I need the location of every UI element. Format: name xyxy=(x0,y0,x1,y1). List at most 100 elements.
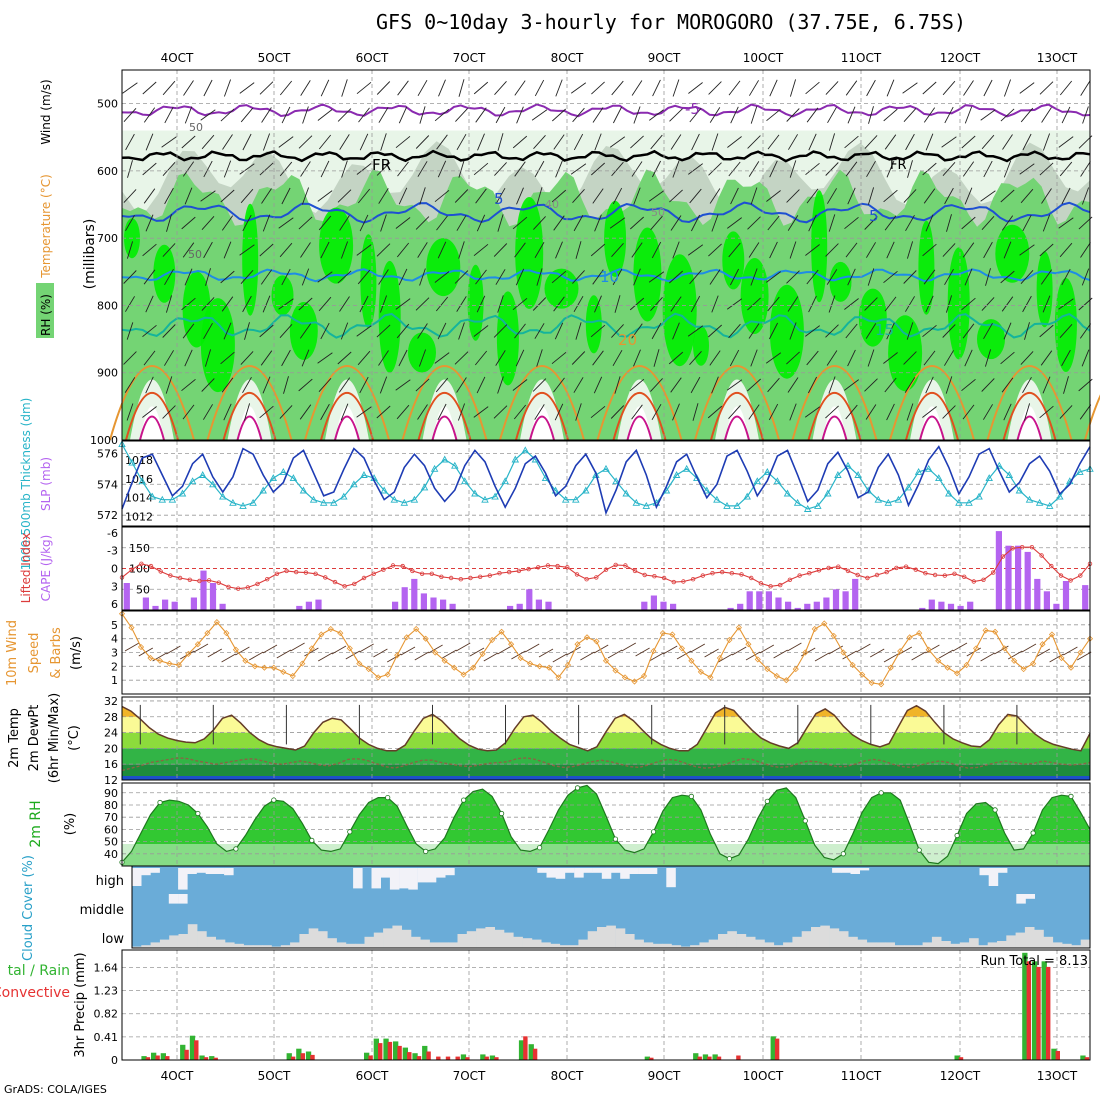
precip-convective-bar xyxy=(436,1056,441,1060)
cloud-cell-low xyxy=(1034,929,1044,948)
wind-barb xyxy=(729,349,740,367)
wind-barb xyxy=(456,377,467,393)
li-point xyxy=(1020,545,1025,550)
wind-speed-point xyxy=(878,681,885,688)
wind-barb xyxy=(767,134,780,150)
cloud-cell-low xyxy=(690,945,700,948)
wind-barb xyxy=(283,376,289,394)
rh-tick: 80 xyxy=(104,799,118,812)
wind-barb xyxy=(142,162,157,176)
wind-barb xyxy=(1001,215,1014,231)
precip-tick: 1.64 xyxy=(94,961,119,974)
li-point xyxy=(235,586,241,591)
top-date-tick: 6OCT xyxy=(356,51,389,65)
surface-wind-barb xyxy=(635,647,650,657)
wind-barb xyxy=(162,80,176,96)
wind-barb xyxy=(983,322,993,340)
wind-barb xyxy=(766,271,781,283)
cloud-cell-high xyxy=(380,868,391,878)
li-tick: 3 xyxy=(111,580,118,593)
cloud-cell-low xyxy=(448,942,458,948)
wind-barb xyxy=(944,187,954,205)
wind-barb xyxy=(748,404,760,420)
li-point xyxy=(971,579,976,584)
rh-bright-patch xyxy=(811,190,828,303)
wind-barb xyxy=(631,323,643,339)
cloud-level-label: middle xyxy=(80,903,124,918)
cloud-cell-low xyxy=(1015,932,1026,948)
wind-barb xyxy=(614,376,621,394)
wind-barb xyxy=(983,404,993,420)
temp-axis-label: (°C) xyxy=(67,725,82,751)
wind-barb xyxy=(162,324,176,338)
top-date-tick: 7OCT xyxy=(453,51,486,65)
wind-barb xyxy=(181,378,196,392)
wind-barb xyxy=(203,404,213,420)
wind-speed-point xyxy=(137,643,145,651)
wind-barb xyxy=(415,135,430,149)
top-date-tick: 5OCT xyxy=(258,51,291,65)
wind-barb xyxy=(123,107,137,123)
rh-low-band xyxy=(122,844,1090,866)
wind-barb xyxy=(805,162,820,176)
cape-bar xyxy=(1082,585,1089,610)
wind-barb xyxy=(398,106,408,124)
cloud-cell-low xyxy=(355,943,365,948)
cloud-cell-high xyxy=(178,868,188,890)
contour-10 xyxy=(121,268,1091,283)
rh-point xyxy=(764,798,770,804)
thickness-point xyxy=(188,477,197,485)
wind-barb xyxy=(808,133,817,151)
rh-bright-patch xyxy=(289,302,318,360)
wind-barb xyxy=(827,106,837,124)
wind-barb xyxy=(1058,136,1074,148)
wind-barb xyxy=(222,134,233,150)
wind-barb xyxy=(864,378,878,392)
cape-bar xyxy=(449,603,456,610)
temp-band xyxy=(122,748,1090,765)
wind-barb xyxy=(357,188,371,204)
precip-total-bar xyxy=(412,1053,418,1060)
wind-barb xyxy=(962,404,975,420)
wind-barb xyxy=(259,81,274,95)
wind-barb xyxy=(1042,295,1051,313)
contour-20 xyxy=(596,365,683,441)
wind-barb xyxy=(262,133,271,151)
wind-barb xyxy=(747,216,761,230)
wind-barb xyxy=(497,133,504,151)
wind-speed-point xyxy=(925,646,932,653)
wind-barb xyxy=(945,376,953,394)
cloud-cell-low xyxy=(764,942,775,948)
wind-barb xyxy=(709,350,721,366)
wind-barb xyxy=(709,107,721,123)
thickness-point xyxy=(803,505,812,512)
surface-wind-barb xyxy=(552,653,568,663)
thickness-point xyxy=(551,486,560,494)
wind-barb xyxy=(1058,298,1074,310)
wind-barb xyxy=(340,403,349,421)
wind-barb xyxy=(845,404,858,420)
wind-barb xyxy=(787,296,799,312)
thickness-point xyxy=(793,498,802,506)
precip-total-bar xyxy=(151,1052,157,1060)
wind-barb xyxy=(847,268,856,286)
wind-speed-point xyxy=(517,654,524,662)
thickness-point xyxy=(884,498,893,506)
cloud-cell-low xyxy=(597,927,607,948)
precip-total-bar xyxy=(528,1044,534,1060)
precip-total-bar xyxy=(180,1044,186,1060)
li-point xyxy=(507,569,512,575)
wind-barb xyxy=(1041,107,1052,123)
wind-speed-point xyxy=(840,649,847,656)
precip-convective-bar xyxy=(958,1057,964,1060)
li-point xyxy=(400,563,405,569)
wind-speed-point xyxy=(451,664,458,671)
li-point xyxy=(632,568,638,574)
cape-bar xyxy=(919,607,926,610)
wind-barb xyxy=(980,109,996,121)
precip-total-bar xyxy=(160,1053,166,1060)
thickness-point xyxy=(713,495,721,503)
wind-barb xyxy=(788,134,798,150)
cape-bar xyxy=(1005,545,1012,610)
